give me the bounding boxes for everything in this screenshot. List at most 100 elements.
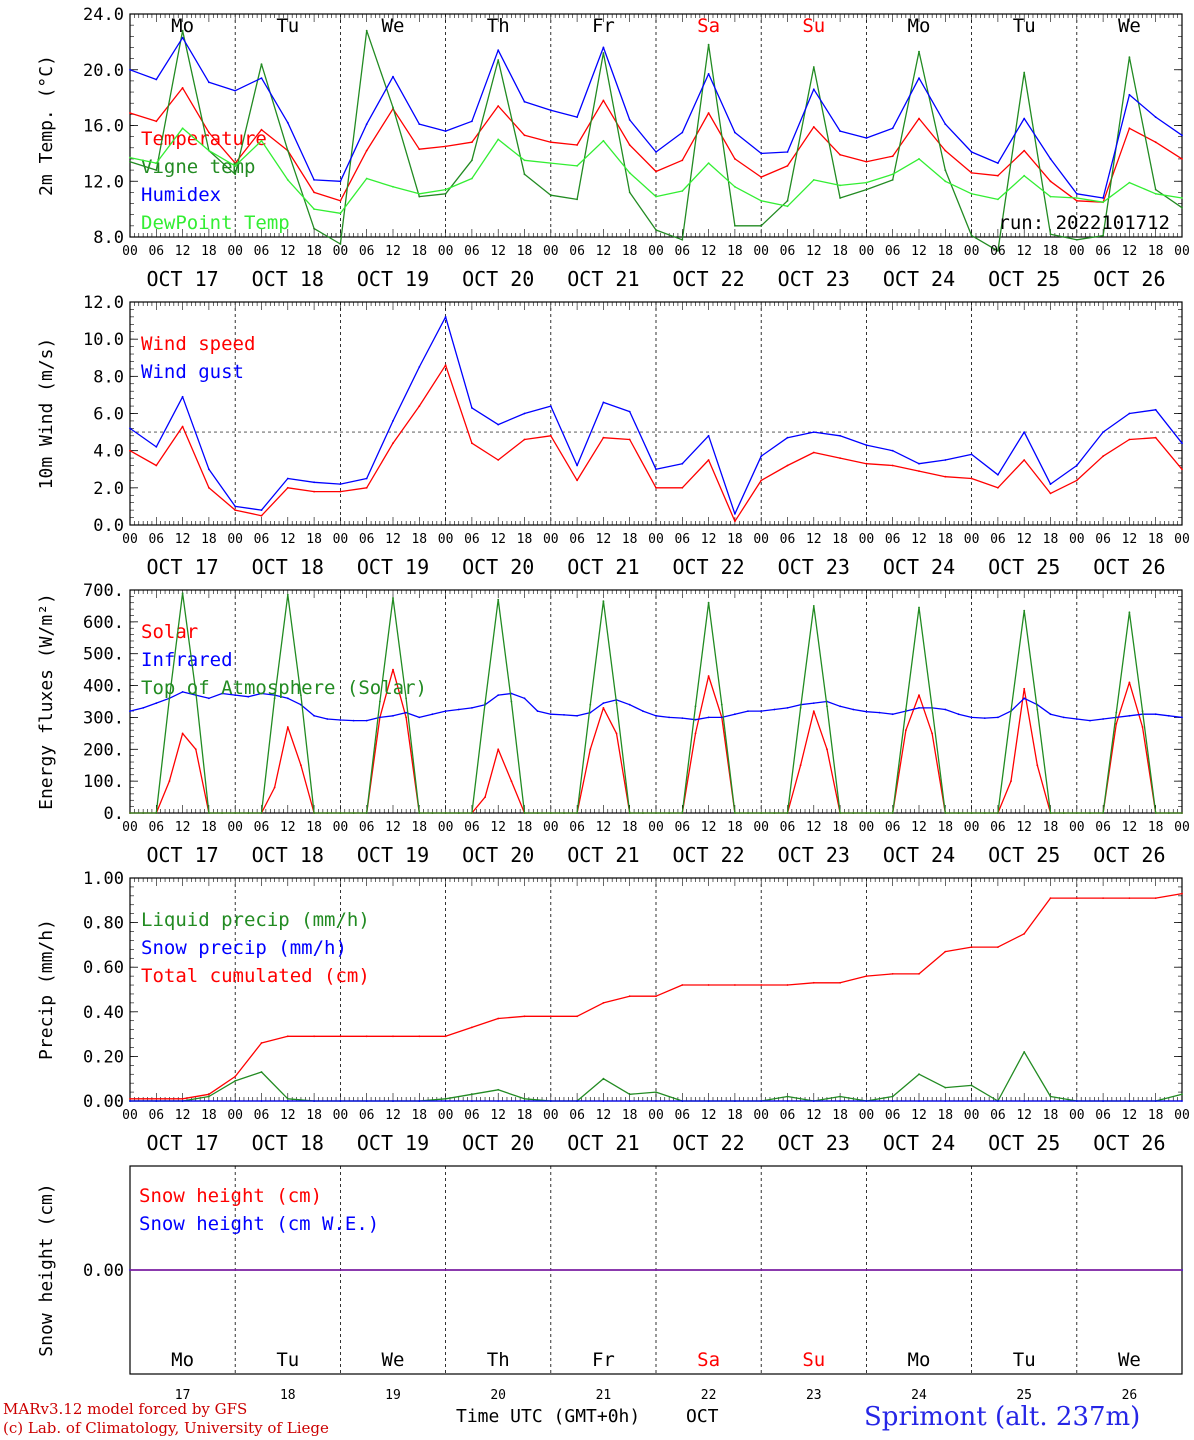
day-number: 24 bbox=[911, 1388, 927, 1403]
hour-label: 12 bbox=[806, 820, 822, 835]
hour-label: 12 bbox=[596, 1108, 612, 1123]
hour-label: 00 bbox=[648, 1108, 664, 1123]
data-point bbox=[602, 99, 605, 102]
data-point bbox=[313, 227, 315, 230]
data-point bbox=[760, 710, 763, 712]
hour-label: 06 bbox=[674, 244, 690, 259]
data-point bbox=[286, 726, 289, 728]
data-point bbox=[773, 812, 776, 814]
data-point bbox=[457, 812, 460, 814]
data-point bbox=[1023, 459, 1026, 461]
data-point bbox=[155, 446, 158, 448]
date-label: OCT 20 bbox=[462, 1131, 534, 1155]
data-point bbox=[418, 1100, 421, 1102]
data-point bbox=[523, 697, 526, 700]
data-point bbox=[142, 707, 145, 709]
data-point bbox=[208, 1100, 210, 1102]
hour-label: 06 bbox=[885, 820, 901, 835]
data-point bbox=[812, 66, 815, 68]
hour-label: 00 bbox=[333, 532, 349, 547]
hour-label: 06 bbox=[569, 1108, 585, 1123]
hour-label: 06 bbox=[359, 244, 375, 259]
hour-label: 00 bbox=[1069, 244, 1085, 259]
data-point bbox=[286, 477, 289, 480]
data-point bbox=[1181, 1100, 1183, 1102]
data-point bbox=[655, 195, 657, 198]
data-point bbox=[444, 130, 447, 133]
data-point bbox=[918, 117, 920, 120]
data-point bbox=[576, 714, 578, 717]
hour-label: 06 bbox=[885, 244, 901, 259]
data-point bbox=[484, 796, 486, 798]
y-tick-label: 0.20 bbox=[83, 1047, 124, 1067]
data-point bbox=[1049, 812, 1052, 814]
weekday-label: Fr bbox=[592, 15, 615, 37]
data-point bbox=[628, 410, 631, 413]
data-point bbox=[681, 238, 684, 241]
data-point bbox=[918, 973, 920, 975]
data-point bbox=[1049, 158, 1052, 160]
legend-entry: Total cumulated (cm) bbox=[141, 965, 370, 987]
data-point bbox=[260, 812, 263, 814]
data-point bbox=[1010, 780, 1012, 782]
data-point bbox=[523, 1097, 526, 1100]
data-point bbox=[786, 464, 789, 467]
data-point bbox=[1181, 197, 1183, 199]
hour-label: 12 bbox=[1122, 820, 1138, 835]
data-point bbox=[1167, 812, 1170, 814]
data-point bbox=[392, 106, 394, 109]
data-point bbox=[313, 481, 315, 484]
data-point bbox=[339, 719, 342, 721]
data-point bbox=[997, 162, 999, 165]
data-point bbox=[471, 812, 473, 814]
hour-label: 12 bbox=[701, 1108, 717, 1123]
data-point bbox=[286, 1097, 289, 1100]
data-point bbox=[878, 812, 881, 814]
data-point bbox=[918, 694, 920, 696]
weekday-label: Sa bbox=[697, 1349, 720, 1371]
data-point bbox=[365, 812, 368, 814]
data-point bbox=[155, 162, 158, 165]
data-point bbox=[760, 199, 763, 202]
weekday-label: Su bbox=[802, 1349, 825, 1371]
data-point bbox=[918, 158, 920, 160]
data-point bbox=[1049, 713, 1052, 716]
date-label: OCT 18 bbox=[252, 555, 324, 579]
hour-label: 00 bbox=[859, 532, 875, 547]
data-point bbox=[628, 191, 631, 194]
lab-credit: (c) Lab. of Climatology, University of L… bbox=[3, 1419, 329, 1437]
data-point bbox=[471, 707, 473, 709]
data-point bbox=[208, 1093, 210, 1096]
hour-label: 18 bbox=[201, 1108, 217, 1123]
data-point bbox=[655, 812, 657, 814]
data-point bbox=[1023, 609, 1026, 612]
data-point bbox=[997, 198, 999, 201]
data-point bbox=[234, 162, 237, 165]
data-point bbox=[339, 483, 342, 485]
hour-label: 12 bbox=[596, 244, 612, 259]
y-tick-label: 2.0 bbox=[93, 479, 124, 499]
data-point bbox=[260, 509, 263, 511]
data-point bbox=[563, 812, 565, 814]
hour-label: 12 bbox=[175, 1108, 191, 1123]
data-point bbox=[471, 1093, 473, 1096]
data-point bbox=[326, 718, 329, 720]
data-point bbox=[786, 165, 789, 167]
data-point bbox=[129, 710, 131, 712]
hour-label: 06 bbox=[674, 532, 690, 547]
data-point bbox=[918, 707, 920, 709]
data-point bbox=[405, 716, 407, 719]
data-point bbox=[352, 812, 355, 814]
data-point bbox=[523, 134, 526, 137]
y-axis-label: Snow height (cm) bbox=[36, 1183, 57, 1356]
hour-label: 18 bbox=[937, 244, 953, 259]
data-point bbox=[1089, 812, 1091, 814]
data-point bbox=[589, 703, 592, 706]
data-point bbox=[1023, 687, 1026, 690]
data-point bbox=[812, 710, 815, 712]
data-point bbox=[865, 812, 868, 814]
data-point bbox=[957, 713, 960, 716]
date-label: OCT 25 bbox=[988, 843, 1060, 867]
data-point bbox=[681, 1100, 684, 1102]
date-label: OCT 18 bbox=[252, 267, 324, 291]
